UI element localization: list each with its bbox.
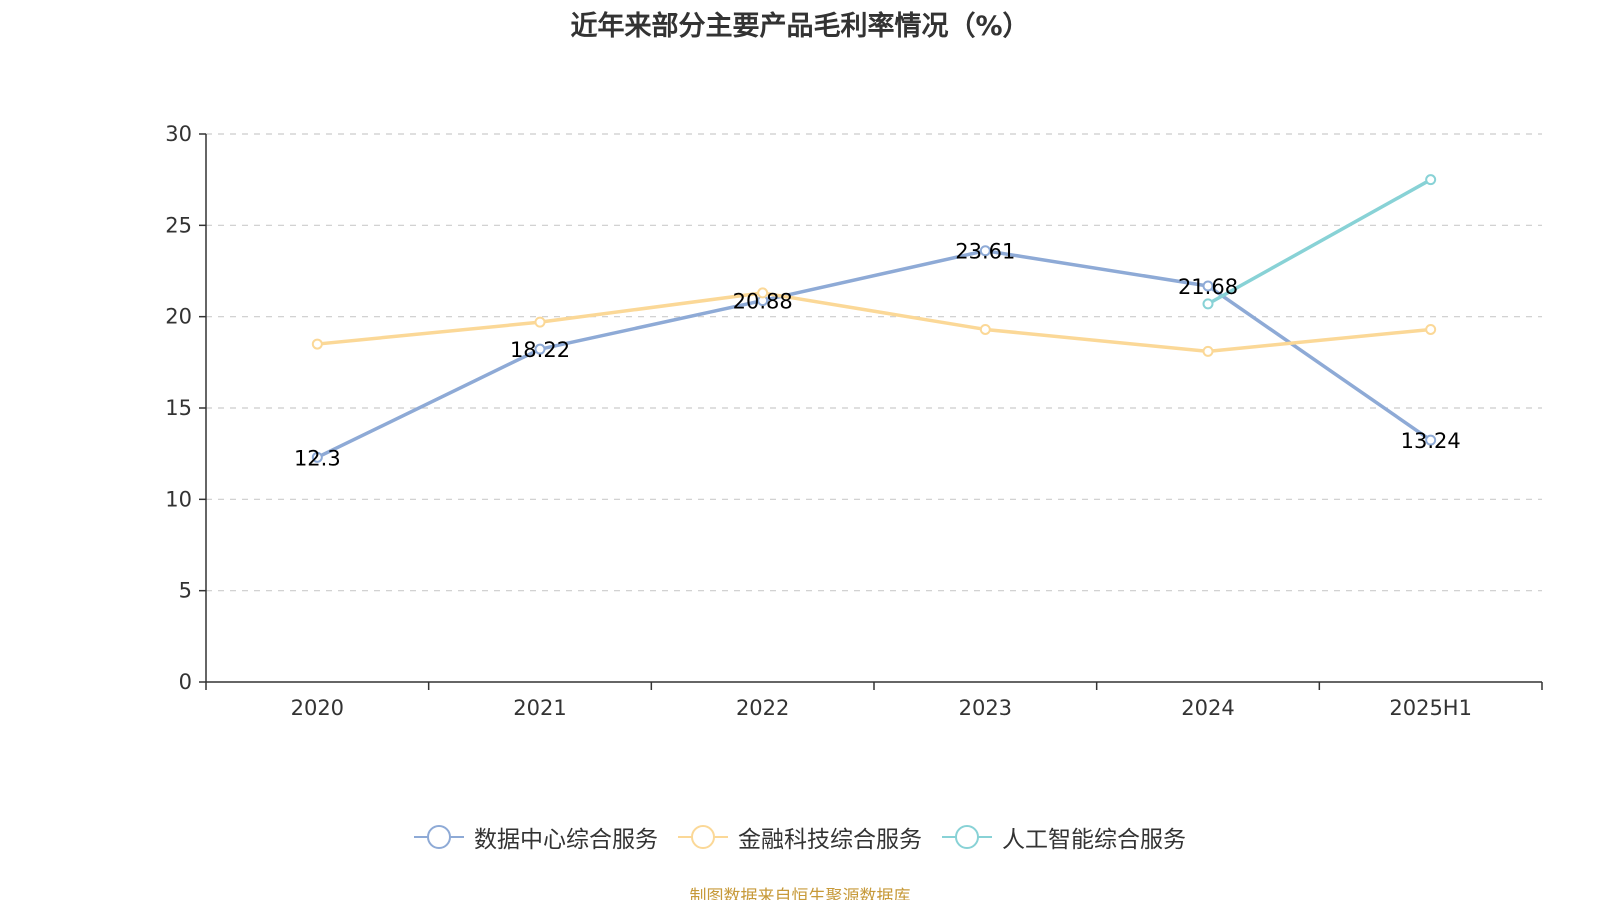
legend-label: 金融科技综合服务: [738, 827, 922, 853]
x-tick-label: 2025H1: [1389, 696, 1472, 720]
x-tick-label: 2023: [959, 696, 1012, 720]
data-label-layer: 12.3 18.22 20.88 23.61 21.68 13.24: [294, 240, 1461, 471]
grid-layer: [206, 133, 1542, 592]
y-tick-label: 10: [165, 487, 192, 511]
data-point[interactable]: [757, 287, 769, 299]
x-tick-label: 2020: [291, 696, 344, 720]
series-line-1: [315, 291, 1433, 354]
x-tick-label: 2024: [1181, 696, 1234, 720]
legend-item-ai[interactable]: 人工智能综合服务: [942, 820, 1186, 854]
legend-item-data-center[interactable]: 数据中心综合服务: [414, 820, 658, 854]
data-point[interactable]: [311, 451, 323, 463]
data-label: 12.3: [294, 446, 341, 470]
x-tick-label: 2022: [736, 696, 789, 720]
legend: 数据中心综合服务 金融科技综合服务 人工智能综合服务: [0, 820, 1600, 854]
data-label: 20.88: [733, 290, 793, 314]
axis-layer: 0 5 10 15 20 25 30 2020 2021 2022 2023 2024 2025H1: [165, 122, 1543, 720]
series-line-2: [1206, 177, 1433, 306]
line-chart: 0 5 10 15 20 25 30 2020 2021 2022 2023 2024 2025H1 1…: [165, 122, 1543, 720]
y-tick-label: 30: [165, 122, 192, 146]
data-point[interactable]: [979, 323, 991, 335]
data-label: 21.68: [1178, 275, 1238, 299]
data-point[interactable]: [1202, 280, 1214, 292]
y-tick-label: 15: [165, 396, 192, 420]
y-tick-label: 25: [165, 213, 192, 237]
data-point[interactable]: [1425, 174, 1437, 186]
legend-label: 人工智能综合服务: [1002, 827, 1186, 853]
series-layer: [311, 174, 1437, 463]
data-point[interactable]: [1202, 298, 1214, 310]
legend-circle-icon: [414, 825, 464, 849]
data-point[interactable]: [1202, 345, 1214, 357]
data-point[interactable]: [534, 316, 546, 328]
data-label: 23.61: [955, 240, 1015, 264]
data-label: 13.24: [1401, 429, 1461, 453]
legend-item-fintech[interactable]: 金融科技综合服务: [678, 820, 922, 854]
legend-circle-icon: [678, 825, 728, 849]
source-note: 制图数据来自恒生聚源数据库: [689, 887, 911, 900]
data-point[interactable]: [1425, 434, 1437, 446]
data-point[interactable]: [311, 338, 323, 350]
y-tick-label: 20: [165, 305, 192, 329]
y-tick-label: 0: [179, 670, 192, 694]
chart-title: 近年来部分主要产品毛利率情况（%）: [570, 11, 1030, 42]
data-label: 18.22: [510, 338, 570, 362]
legend-label: 数据中心综合服务: [474, 827, 658, 853]
y-tick-label: 5: [179, 579, 192, 603]
data-point[interactable]: [979, 245, 991, 257]
x-tick-label: 2021: [513, 696, 566, 720]
series-line-0: [315, 248, 1433, 460]
legend-circle-icon: [942, 825, 992, 849]
data-point[interactable]: [1425, 323, 1437, 335]
data-point[interactable]: [534, 343, 546, 355]
